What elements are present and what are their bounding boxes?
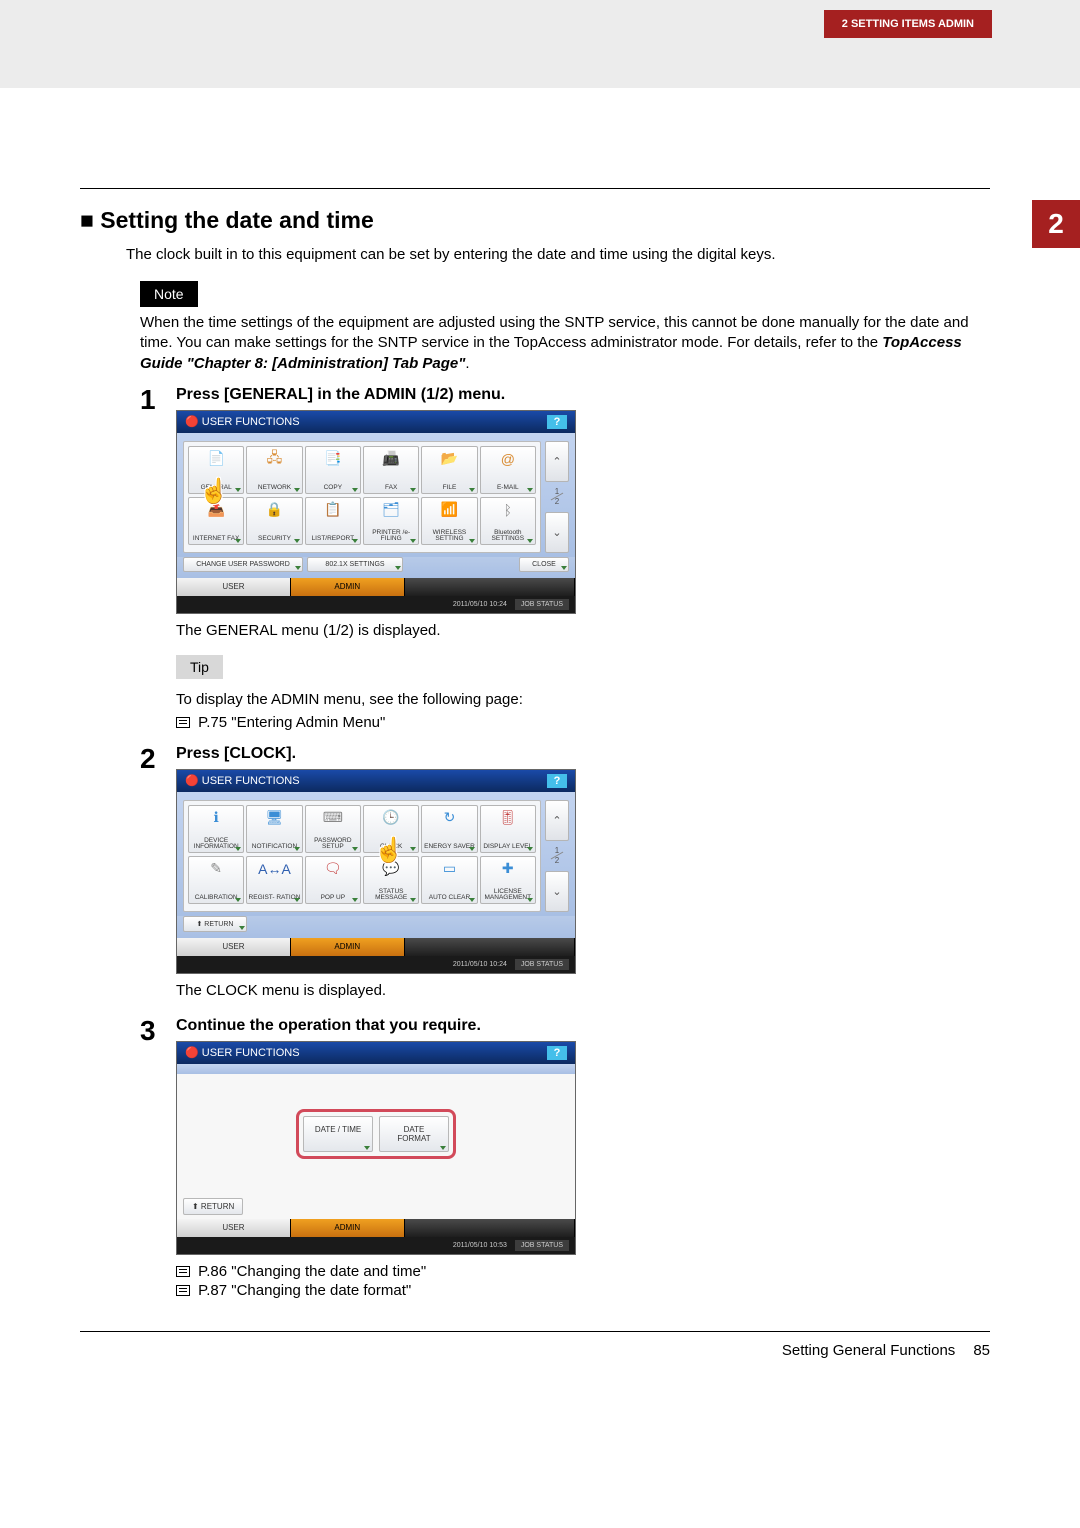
scroll-up-icon[interactable]: ⌃ <box>545 441 569 482</box>
chapter-side-tab: 2 <box>1032 200 1080 248</box>
step-number-1: 1 <box>140 386 176 414</box>
menu-icon-regist-ration[interactable]: A↔AREGIST- RATION <box>246 856 302 904</box>
menu-icon-file[interactable]: 📂FILE <box>421 446 477 494</box>
reference-link: P.87 "Changing the date format" <box>176 1282 990 1299</box>
highlighted-options: DATE / TIME DATE FORMAT <box>296 1109 456 1159</box>
secondary-button[interactable]: CHANGE USER PASSWORD <box>183 557 303 572</box>
reference-link: P.86 "Changing the date and time" <box>176 1263 990 1280</box>
menu-icon-pop-up[interactable]: 🗨POP UP <box>305 856 361 904</box>
help-icon[interactable]: ? <box>547 1046 567 1060</box>
step-number-2: 2 <box>140 745 176 773</box>
note-text: When the time settings of the equipment … <box>140 313 970 374</box>
page-indicator: 1 2 <box>545 485 569 509</box>
menu-icon-notification[interactable]: 🖥NOTIFICATION <box>246 805 302 853</box>
screenshot-clock-menu: 🔴 USER FUNCTIONS ? DATE / TIME DATE FORM… <box>176 1041 576 1255</box>
page-indicator: 1 2 <box>545 844 569 868</box>
screenshot-general-menu: 🔴 USER FUNCTIONS ? ℹDEVICE INFORMATION🖥N… <box>176 769 576 974</box>
job-status-button[interactable]: JOB STATUS <box>515 959 569 970</box>
note-label: Note <box>140 281 198 307</box>
timestamp: 2011/05/10 10:53 <box>453 1242 507 1249</box>
job-status-button[interactable]: JOB STATUS <box>515 599 569 610</box>
menu-icon-printer-e-filing[interactable]: 🗂PRINTER /e-FILING <box>363 497 419 545</box>
step-1-title: Press [GENERAL] in the ADMIN (1/2) menu. <box>176 386 990 404</box>
tab-admin[interactable]: ADMIN <box>291 938 405 956</box>
reference-link: P.75 "Entering Admin Menu" <box>176 714 990 731</box>
menu-icon-clock[interactable]: 🕒CLOCK☝ <box>363 805 419 853</box>
tip-label: Tip <box>176 655 223 679</box>
timestamp: 2011/05/10 10:24 <box>453 961 507 968</box>
step-number-3: 3 <box>140 1017 176 1045</box>
menu-icon-device-information[interactable]: ℹDEVICE INFORMATION <box>188 805 244 853</box>
step-2-after: The CLOCK menu is displayed. <box>176 982 990 999</box>
book-icon <box>176 1266 190 1277</box>
footer-page-number: 85 <box>973 1342 990 1359</box>
header-top-tab: 2 SETTING ITEMS ADMIN <box>824 10 992 38</box>
menu-icon-password-setup[interactable]: ⌨PASSWORD SETUP <box>305 805 361 853</box>
menu-icon-general[interactable]: 📄GENERAL☝ <box>188 446 244 494</box>
screen-title: 🔴 USER FUNCTIONS <box>185 774 300 787</box>
tip-text: To display the ADMIN menu, see the follo… <box>176 691 990 708</box>
step-1-after: The GENERAL menu (1/2) is displayed. <box>176 622 990 639</box>
scroll-up-icon[interactable]: ⌃ <box>545 800 569 841</box>
help-icon[interactable]: ? <box>547 774 567 788</box>
screen-title: 🔴 USER FUNCTIONS <box>185 1046 300 1059</box>
screenshot-admin-menu: 🔴 USER FUNCTIONS ? 📄GENERAL☝🖧NETWORK📑COP… <box>176 410 576 614</box>
date-format-button[interactable]: DATE FORMAT <box>379 1116 449 1152</box>
menu-icon-status-message[interactable]: 💬STATUS MESSAGE <box>363 856 419 904</box>
menu-icon-internet-fax[interactable]: 📤INTERNET FAX <box>188 497 244 545</box>
menu-icon-wireless-setting[interactable]: 📶WIRELESS SETTING <box>421 497 477 545</box>
screen-title: 🔴 USER FUNCTIONS <box>185 415 300 428</box>
book-icon <box>176 717 190 728</box>
step-3-title: Continue the operation that you require. <box>176 1017 990 1035</box>
menu-icon-security[interactable]: 🔒SECURITY <box>246 497 302 545</box>
menu-icon-bluetooth-settings[interactable]: ᛒBluetooth SETTINGS <box>480 497 536 545</box>
menu-icon-copy[interactable]: 📑COPY <box>305 446 361 494</box>
menu-icon-license-management[interactable]: ✚LICENSE MANAGEMENT <box>480 856 536 904</box>
footer-section: Setting General Functions <box>782 1342 955 1359</box>
menu-icon-auto-clear[interactable]: ▭AUTO CLEAR <box>421 856 477 904</box>
date-time-button[interactable]: DATE / TIME <box>303 1116 373 1152</box>
tab-user[interactable]: USER <box>177 578 291 596</box>
menu-icon-list-report[interactable]: 📋LIST/REPORT <box>305 497 361 545</box>
menu-icon-e-mail[interactable]: @E-MAIL <box>480 446 536 494</box>
secondary-button[interactable]: CLOSE <box>519 557 569 572</box>
scroll-down-icon[interactable]: ⌄ <box>545 871 569 912</box>
help-icon[interactable]: ? <box>547 415 567 429</box>
menu-icon-energy-saver[interactable]: ↻ENERGY SAVER <box>421 805 477 853</box>
menu-icon-calibration[interactable]: ✎CALIBRATION <box>188 856 244 904</box>
tab-user[interactable]: USER <box>177 938 291 956</box>
section-heading: ■ Setting the date and time <box>80 207 990 234</box>
menu-icon-fax[interactable]: 📠FAX <box>363 446 419 494</box>
tab-user[interactable]: USER <box>177 1219 291 1237</box>
timestamp: 2011/05/10 10:24 <box>453 601 507 608</box>
tab-admin[interactable]: ADMIN <box>291 578 405 596</box>
secondary-button[interactable]: ⬆ RETURN <box>183 916 247 932</box>
scroll-down-icon[interactable]: ⌄ <box>545 512 569 553</box>
tab-admin[interactable]: ADMIN <box>291 1219 405 1237</box>
book-icon <box>176 1285 190 1296</box>
step-2-title: Press [CLOCK]. <box>176 745 990 763</box>
intro-text: The clock built in to this equipment can… <box>126 246 990 263</box>
return-button[interactable]: ⬆ RETURN <box>183 1198 243 1215</box>
menu-icon-display-level[interactable]: 🎚DISPLAY LEVEL <box>480 805 536 853</box>
job-status-button[interactable]: JOB STATUS <box>515 1240 569 1251</box>
menu-icon-network[interactable]: 🖧NETWORK <box>246 446 302 494</box>
secondary-button[interactable]: 802.1X SETTINGS <box>307 557 403 572</box>
